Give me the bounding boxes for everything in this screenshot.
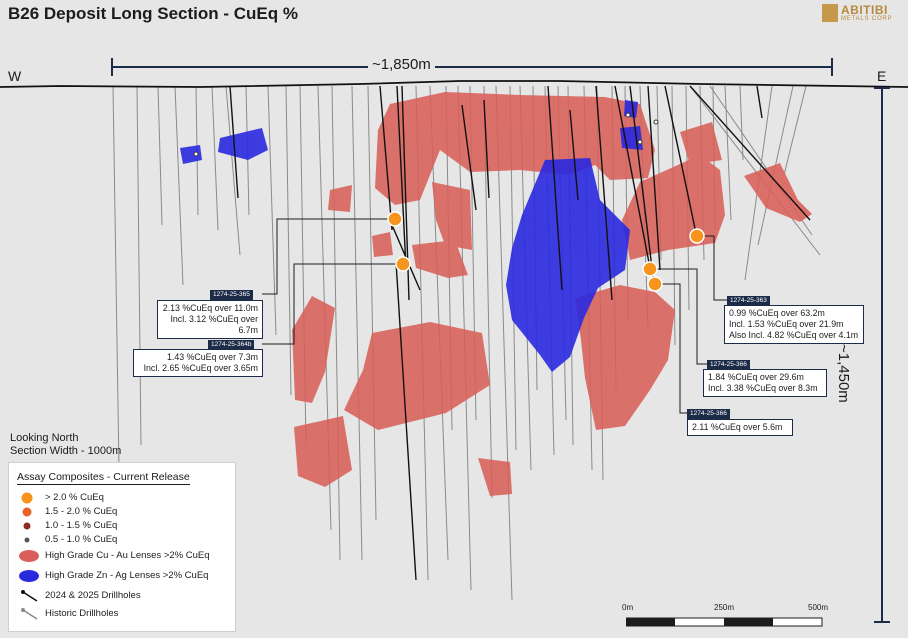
- intercept-small-icon: [625, 112, 631, 118]
- intercept-gt2-icon: [647, 276, 663, 292]
- legend-label: 0.5 - 1.0 % CuEq: [45, 534, 118, 545]
- logo-name: ABITIBI: [841, 3, 888, 17]
- callout-line: 2.13 %CuEq over 11.0m: [162, 303, 258, 313]
- recent-drillholes: [229, 85, 811, 581]
- scale-label: 500m: [808, 603, 829, 612]
- assay-callout: 2.11 %CuEq over 5.6m: [687, 419, 793, 436]
- assay-callout: 2.13 %CuEq over 11.0m Incl. 3.12 %CuEq o…: [157, 300, 263, 339]
- intercept-gt2-icon: [642, 261, 658, 277]
- logo-mark-icon: [822, 4, 838, 22]
- legend-label: Historic Drillholes: [45, 608, 119, 619]
- legend-label: 1.5 - 2.0 % CuEq: [45, 506, 118, 517]
- intercept-small-icon: [193, 151, 199, 157]
- view-direction: Looking North: [10, 432, 79, 444]
- legend-label: 2024 & 2025 Drillholes: [45, 590, 141, 601]
- view-note: Looking North Section Width - 1000m: [10, 432, 121, 458]
- callout-line: Also Incl. 4.82 %CuEq over 4.1m: [729, 330, 859, 340]
- legend-title: Assay Composites - Current Release: [17, 471, 190, 485]
- ground-surface-line: [0, 80, 908, 88]
- cu-au-lenses: [292, 92, 812, 496]
- width-dimension-line: [111, 58, 833, 76]
- dot-large-orange-icon: [20, 491, 34, 505]
- assay-callout: 1.43 %CuEq over 7.3m Incl. 2.65 %CuEq ov…: [133, 349, 263, 377]
- assay-callout: 1.84 %CuEq over 29.6m Incl. 3.38 %CuEq o…: [703, 369, 827, 397]
- depth-dimension-line: [874, 87, 890, 623]
- intercept-small-icon: [637, 139, 643, 145]
- scale-label: 250m: [714, 603, 735, 612]
- scale-bar-graphic: [626, 617, 823, 627]
- callout-line: 1.84 %CuEq over 29.6m: [708, 372, 804, 382]
- drillhole-id-label: 1274-25-363: [727, 296, 770, 306]
- blue-lens-icon: [19, 570, 39, 582]
- callout-line: 1.43 %CuEq over 7.3m: [167, 352, 258, 362]
- drillhole-id-label: 1274-25-364b: [208, 340, 255, 350]
- west-label: W: [8, 68, 22, 84]
- legend-label: High Grade Cu - Au Lenses >2% CuEq: [45, 550, 210, 561]
- callout-line: 0.99 %CuEq over 63.2m: [729, 308, 825, 318]
- callout-line: Incl. 3.38 %CuEq over 8.3m: [708, 383, 818, 393]
- legend-label: > 2.0 % CuEq: [45, 492, 104, 503]
- grey-drillhole-icon: [21, 608, 38, 620]
- intercept-gt2-icon: [387, 211, 403, 227]
- drillhole-id-label: 1274-25-365: [210, 290, 253, 300]
- depth-dimension-label: ~1,450m: [835, 340, 852, 407]
- company-logo: ABITIBI METALS CORP: [822, 3, 904, 25]
- intercept-small-icon: [653, 119, 659, 125]
- assay-intercepts: [193, 112, 705, 292]
- callout-line: 2.11 %CuEq over 5.6m: [692, 422, 783, 432]
- black-drillhole-icon: [21, 590, 38, 602]
- dot-red-brown-icon: [23, 522, 31, 530]
- callout-leader-lines: [262, 218, 727, 414]
- intercept-gt2-icon: [689, 228, 705, 244]
- callout-line: Incl. 3.12 %CuEq over 6.7m: [170, 314, 258, 335]
- legend: Assay Composites - Current Release > 2.0…: [8, 462, 236, 632]
- east-label: E: [877, 68, 887, 84]
- dot-orange-red-icon: [22, 507, 32, 517]
- section-width: Section Width - 1000m: [10, 445, 122, 457]
- red-lens-icon: [19, 550, 39, 562]
- callout-line: Incl. 1.53 %CuEq over 21.9m: [729, 319, 844, 329]
- page-title: B26 Deposit Long Section - CuEq %: [8, 4, 298, 23]
- intercept-gt2-icon: [395, 256, 411, 272]
- scale-label: 0m: [622, 603, 634, 612]
- legend-label: 1.0 - 1.5 % CuEq: [45, 520, 118, 531]
- drillhole-id-label: 1274-25-366: [707, 360, 750, 370]
- callout-line: Incl. 2.65 %CuEq over 3.65m: [143, 363, 258, 373]
- dot-grey-icon: [24, 537, 30, 543]
- assay-callout: 0.99 %CuEq over 63.2m Incl. 1.53 %CuEq o…: [724, 305, 864, 344]
- drillhole-id-label: 1274-25-366: [687, 409, 730, 419]
- logo-subtitle: METALS CORP: [841, 16, 893, 22]
- legend-label: High Grade Zn - Ag Lenses >2% CuEq: [45, 570, 209, 581]
- zn-ag-lenses: [180, 100, 643, 372]
- width-dimension-label: ~1,850m: [368, 56, 435, 73]
